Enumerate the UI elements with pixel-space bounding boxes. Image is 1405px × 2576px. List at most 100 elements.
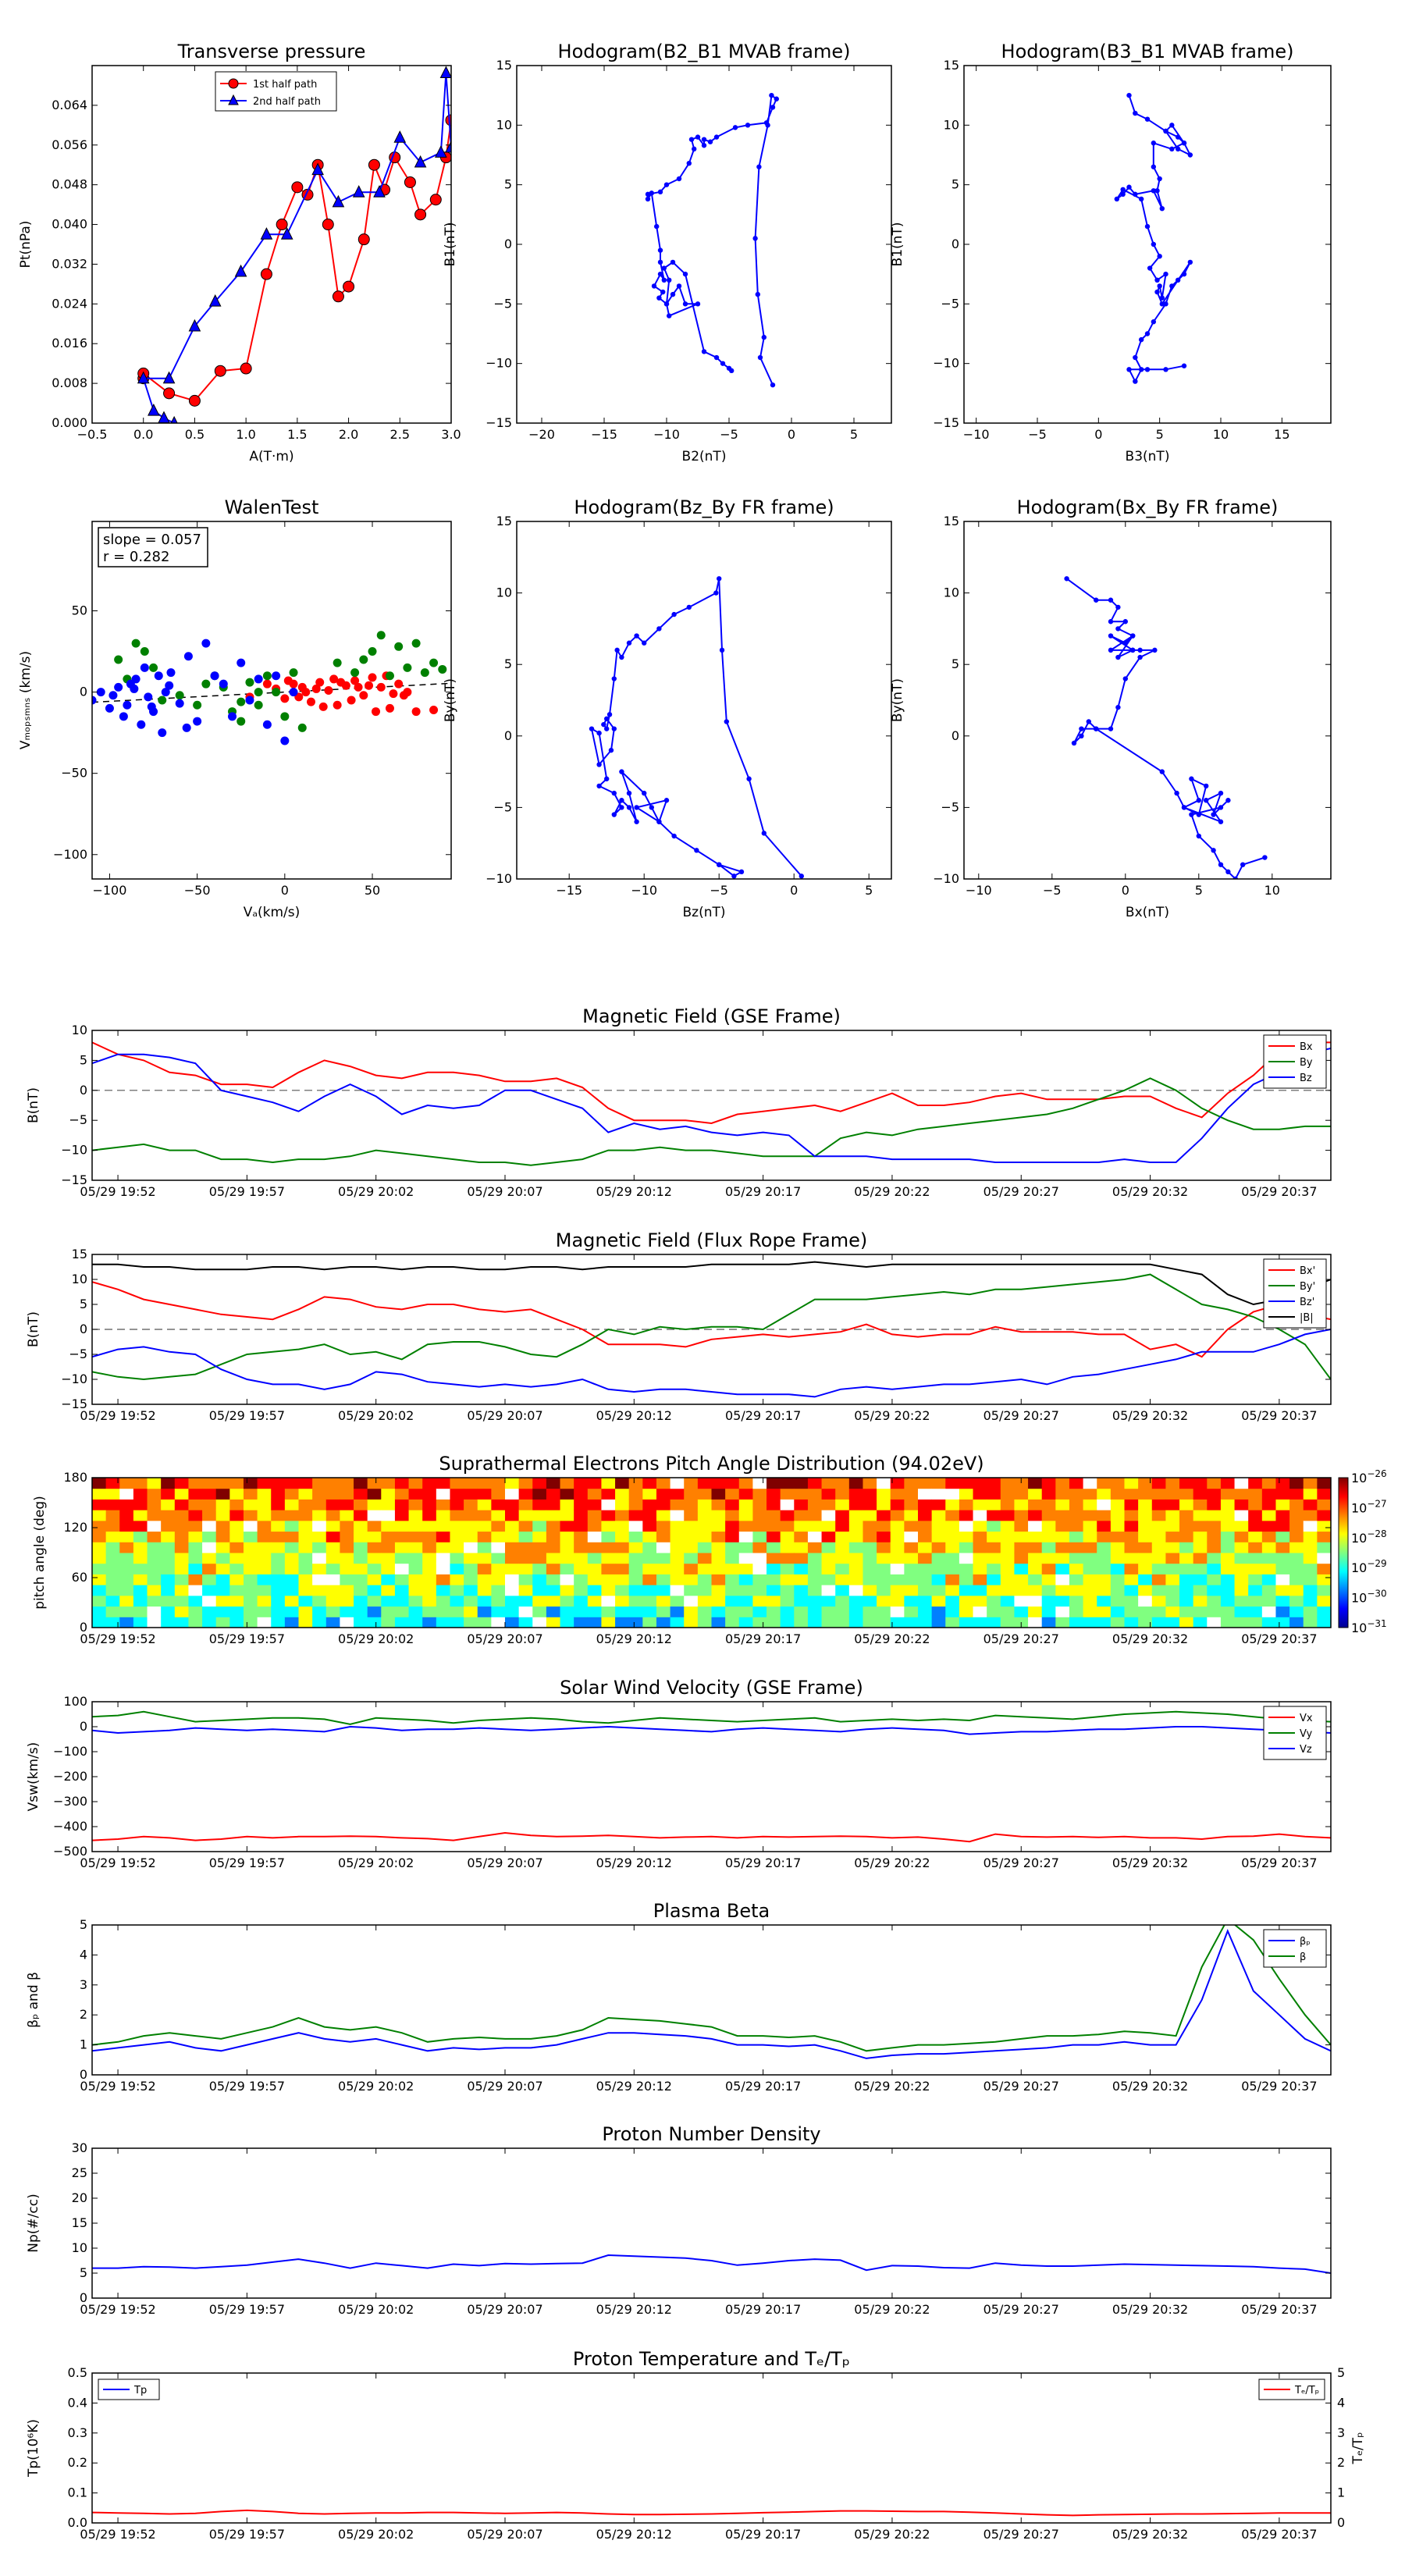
heatmap-cell	[505, 1574, 520, 1585]
heatmap-cell	[890, 1585, 905, 1596]
heatmap-cell	[615, 1520, 630, 1532]
data-point	[626, 805, 632, 810]
heatmap-cell	[271, 1595, 286, 1607]
heatmap-cell	[464, 1617, 478, 1628]
data-point	[260, 227, 273, 240]
heatmap-cell	[615, 1595, 630, 1607]
heatmap-cell	[354, 1585, 368, 1596]
heatmap-cell	[312, 1574, 327, 1585]
heatmap-cell	[1124, 1585, 1139, 1596]
heatmap-cell	[298, 1574, 313, 1585]
y-tick-label: −15	[933, 415, 959, 430]
heatmap-cell	[1028, 1488, 1043, 1500]
heatmap-cell	[105, 1499, 120, 1510]
heatmap-cell	[202, 1595, 217, 1607]
heatmap-cell	[1000, 1520, 1015, 1532]
heatmap-cell	[807, 1499, 823, 1510]
plot-area	[92, 631, 451, 745]
data-point	[642, 640, 647, 646]
x-axis-label: Vₐ(km/s)	[244, 905, 301, 920]
y-tick-label: 10	[496, 585, 512, 600]
heatmap-cell	[505, 1499, 520, 1510]
heatmap-cell	[1041, 1563, 1056, 1574]
heatmap-cell	[1248, 1585, 1263, 1596]
heatmap-cell	[656, 1574, 671, 1585]
data-point	[692, 146, 697, 152]
heatmap-cell	[711, 1488, 726, 1500]
heatmap-cell	[725, 1542, 740, 1553]
scatter-point-green	[376, 631, 386, 640]
heatmap-cell	[807, 1585, 823, 1596]
data-point	[1181, 141, 1187, 146]
x-tick-label: 05/29 20:07	[467, 1631, 542, 1646]
heatmap-cell	[1055, 1542, 1070, 1553]
heatmap-cell	[367, 1585, 382, 1596]
heatmap-cell	[601, 1478, 616, 1489]
heatmap-cell	[890, 1510, 905, 1521]
scatter-point-red	[385, 703, 394, 713]
heatmap-cell	[794, 1595, 809, 1607]
heatmap-cell	[945, 1595, 960, 1607]
heatmap-cell	[725, 1585, 740, 1596]
heatmap-cell	[133, 1563, 148, 1574]
scatter-point-green	[254, 688, 263, 697]
data-point	[170, 415, 178, 423]
heatmap-cell	[725, 1553, 740, 1564]
heatmap-cell	[738, 1553, 753, 1564]
heatmap-cell	[863, 1499, 877, 1510]
data-point	[719, 647, 725, 653]
heatmap-cell	[1179, 1488, 1194, 1500]
heatmap-cell	[890, 1478, 905, 1489]
scatter-point-green	[201, 679, 211, 688]
heatmap-cell	[628, 1510, 643, 1521]
heatmap-cell	[945, 1542, 960, 1553]
heatmap-cell	[312, 1595, 327, 1607]
data-point	[761, 334, 767, 340]
y-tick-label: −500	[53, 1844, 87, 1859]
heatmap-cell	[848, 1585, 863, 1596]
scatter-point-blue	[183, 652, 193, 661]
heatmap-cell	[202, 1617, 217, 1628]
heatmap-cell	[257, 1542, 272, 1553]
heatmap-cell	[1069, 1542, 1084, 1553]
y-tick-label: 0.024	[52, 296, 87, 311]
heatmap-cell	[367, 1520, 382, 1532]
chart-title: Suprathermal Electrons Pitch Angle Distr…	[439, 1453, 984, 1475]
heatmap-cell	[670, 1510, 685, 1521]
heatmap-cell	[877, 1617, 891, 1628]
heatmap-cell	[1220, 1595, 1236, 1607]
scatter-point-green	[262, 671, 272, 681]
heatmap-cell	[325, 1499, 340, 1510]
heatmap-cell	[904, 1499, 919, 1510]
heatmap-cell	[752, 1499, 767, 1510]
y-tick-label: −50	[61, 766, 87, 781]
heatmap-cell	[394, 1574, 410, 1585]
colorbar-tick-label: 10−30	[1351, 1589, 1387, 1606]
heatmap-cell	[918, 1606, 933, 1617]
heatmap-cell	[725, 1510, 740, 1521]
scatter-point-blue	[92, 696, 97, 705]
y-tick-label: −10	[486, 871, 512, 886]
scatter-point-red	[389, 689, 398, 699]
heatmap-cell	[587, 1553, 602, 1564]
heatmap-cell	[532, 1595, 547, 1607]
heatmap-cell	[670, 1488, 685, 1500]
heatmap-cell	[491, 1585, 506, 1596]
heatmap-cell	[161, 1510, 176, 1521]
heatmap-cell	[229, 1531, 244, 1542]
x-tick-label: 0	[790, 883, 798, 898]
heatmap-cell	[312, 1542, 327, 1553]
data-point	[695, 134, 701, 140]
x-tick-label: 05/29 20:17	[725, 1631, 801, 1646]
heatmap-cell	[835, 1499, 850, 1510]
scatter-point-green	[411, 639, 421, 648]
heatmap-cell	[1097, 1510, 1112, 1521]
heatmap-cell	[1055, 1595, 1070, 1607]
scatter-point-blue	[158, 728, 167, 738]
heatmap-cell	[987, 1520, 1001, 1532]
x-tick-label: 05/29 20:07	[467, 1408, 542, 1423]
data-point	[663, 798, 670, 803]
heatmap-cell	[1041, 1595, 1056, 1607]
heatmap-cell	[601, 1606, 616, 1617]
heatmap-cell	[628, 1606, 643, 1617]
